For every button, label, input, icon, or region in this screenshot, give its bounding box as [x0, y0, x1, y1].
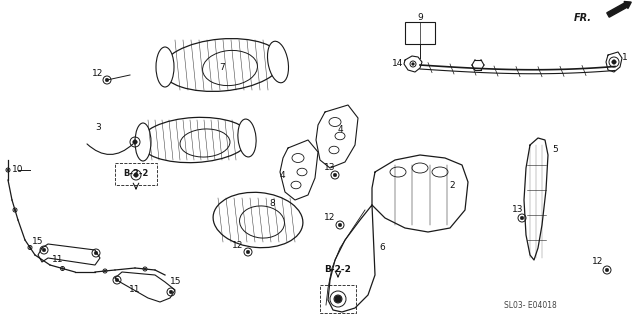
- Circle shape: [14, 209, 16, 211]
- Text: 1: 1: [622, 54, 628, 63]
- Text: 8: 8: [269, 198, 275, 207]
- Circle shape: [412, 63, 414, 65]
- Circle shape: [246, 250, 250, 254]
- Text: 13: 13: [512, 205, 524, 214]
- Ellipse shape: [213, 192, 303, 248]
- Ellipse shape: [297, 168, 307, 176]
- Text: 7: 7: [219, 63, 225, 72]
- Circle shape: [605, 268, 609, 272]
- Ellipse shape: [268, 41, 289, 83]
- Text: 11: 11: [52, 256, 64, 264]
- Circle shape: [520, 216, 524, 220]
- Circle shape: [132, 140, 137, 144]
- Ellipse shape: [135, 123, 151, 161]
- Circle shape: [42, 248, 46, 252]
- Bar: [405, 22, 435, 44]
- Text: 14: 14: [392, 58, 404, 68]
- Ellipse shape: [292, 153, 304, 162]
- Text: 6: 6: [379, 243, 385, 253]
- Ellipse shape: [412, 163, 428, 173]
- Text: 12: 12: [324, 213, 336, 222]
- Bar: [115, 163, 157, 185]
- Bar: [320, 285, 356, 313]
- Text: B-2-2: B-2-2: [124, 169, 148, 179]
- Circle shape: [144, 268, 146, 270]
- Text: 12: 12: [592, 257, 604, 266]
- Ellipse shape: [180, 129, 230, 157]
- Text: 13: 13: [324, 164, 336, 173]
- Circle shape: [104, 270, 106, 272]
- Ellipse shape: [239, 206, 284, 238]
- Circle shape: [94, 251, 98, 255]
- Circle shape: [612, 60, 616, 64]
- Text: 11: 11: [129, 286, 141, 294]
- Ellipse shape: [291, 181, 301, 189]
- Text: 15: 15: [32, 238, 44, 247]
- Text: 4: 4: [337, 125, 343, 135]
- Text: SL03- E04018: SL03- E04018: [504, 300, 556, 309]
- FancyArrow shape: [607, 2, 631, 17]
- Ellipse shape: [238, 119, 256, 157]
- Text: FR.: FR.: [574, 13, 592, 23]
- Ellipse shape: [140, 117, 250, 163]
- Text: 9: 9: [417, 12, 423, 21]
- Circle shape: [61, 268, 63, 270]
- Text: 12: 12: [92, 69, 104, 78]
- Text: 10: 10: [12, 166, 24, 174]
- Circle shape: [115, 278, 119, 282]
- Circle shape: [105, 78, 109, 82]
- Ellipse shape: [203, 50, 257, 85]
- Text: 5: 5: [552, 145, 558, 154]
- Ellipse shape: [329, 146, 339, 154]
- Text: 4: 4: [279, 170, 285, 180]
- Circle shape: [336, 297, 340, 301]
- Ellipse shape: [335, 132, 345, 140]
- Ellipse shape: [156, 47, 174, 87]
- Circle shape: [29, 247, 31, 249]
- Text: 2: 2: [449, 181, 455, 189]
- Text: B-2-2: B-2-2: [324, 265, 351, 275]
- Circle shape: [333, 173, 337, 177]
- Text: 12: 12: [232, 241, 244, 249]
- Text: 15: 15: [170, 278, 182, 286]
- Circle shape: [338, 223, 342, 227]
- Circle shape: [134, 173, 138, 177]
- Ellipse shape: [162, 39, 282, 92]
- Circle shape: [169, 290, 173, 294]
- Circle shape: [334, 295, 342, 303]
- Ellipse shape: [329, 117, 341, 127]
- Ellipse shape: [432, 167, 448, 177]
- Text: 3: 3: [95, 123, 101, 132]
- Ellipse shape: [390, 167, 406, 177]
- Circle shape: [7, 169, 9, 171]
